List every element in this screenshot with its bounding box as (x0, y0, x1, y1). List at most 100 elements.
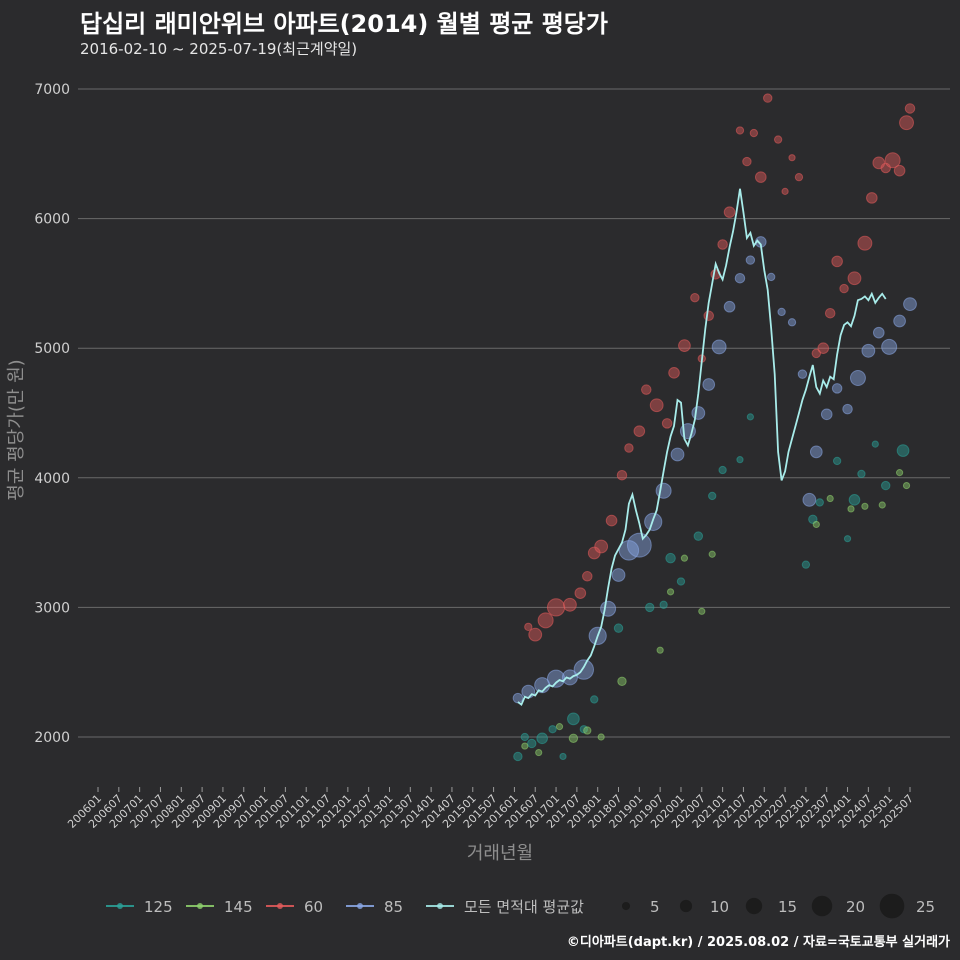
point-60 (717, 239, 728, 250)
point-85 (670, 447, 685, 462)
point-125 (871, 440, 879, 448)
point-125 (746, 413, 754, 421)
point-60 (594, 539, 609, 554)
size-legend-circle (679, 899, 693, 913)
size-legend-circle (745, 897, 763, 915)
point-125 (843, 535, 852, 543)
point-60 (749, 128, 758, 138)
point-145 (555, 723, 564, 731)
point-145 (583, 726, 592, 735)
point-125 (857, 469, 866, 479)
point-60 (899, 115, 914, 131)
point-85 (711, 339, 727, 355)
scatter-points (512, 93, 917, 762)
point-85 (787, 318, 797, 327)
legend-dot (357, 903, 363, 909)
point-125 (676, 577, 686, 586)
chart-title: 답십리 래미안위브 아파트(2014) 월별 평균 평당가 (80, 10, 608, 38)
point-85 (820, 408, 833, 421)
point-60 (668, 367, 680, 379)
point-125 (513, 751, 523, 762)
point-85 (745, 255, 756, 265)
point-60 (857, 235, 873, 251)
point-125 (896, 444, 910, 457)
point-125 (520, 732, 529, 742)
point-60 (605, 514, 618, 527)
point-145 (895, 469, 904, 477)
point-60 (524, 622, 533, 631)
point-60 (624, 443, 634, 453)
legend: 125 145 60 85 모든 면적대 평균값 5 10 15 20 25 (106, 893, 935, 919)
point-125 (659, 600, 668, 609)
point-145 (666, 588, 675, 596)
grid-lines (78, 88, 950, 738)
point-125 (718, 465, 727, 475)
point-60 (884, 152, 901, 169)
legend-dot (117, 903, 123, 909)
size-legend-circle (621, 901, 631, 911)
point-60 (824, 307, 836, 319)
point-145 (812, 520, 820, 529)
point-60 (781, 187, 789, 195)
point-85 (893, 314, 906, 328)
point-85 (831, 383, 843, 394)
point-85 (842, 403, 853, 415)
point-85 (872, 326, 885, 339)
y-tick-label: 7000 (34, 82, 70, 98)
point-125 (590, 695, 599, 704)
point-145 (878, 501, 886, 509)
x-axis-ticks: 2006012006072007012007072008012008072009… (65, 787, 916, 831)
y-tick-label: 3000 (34, 600, 70, 616)
point-85 (797, 369, 808, 379)
source-caption: ©디아파트(dapt.kr) / 2025.08.02 / 자료=국토교통부 실… (566, 935, 950, 950)
point-60 (742, 156, 752, 167)
point-60 (773, 135, 783, 144)
point-60 (817, 342, 830, 355)
chart-subtitle: 2016-02-10 ~ 2025-07-19(최근계약일) (80, 40, 358, 58)
point-60 (866, 192, 878, 204)
point-125 (708, 491, 717, 501)
legend-label: 60 (304, 898, 323, 916)
point-125 (559, 752, 567, 761)
average-line (517, 188, 887, 706)
point-85 (809, 445, 823, 459)
point-125 (665, 552, 676, 564)
point-85 (802, 492, 817, 507)
point-125 (736, 456, 744, 464)
point-60 (641, 384, 652, 395)
point-125 (693, 531, 704, 541)
average-line-group (517, 188, 887, 706)
point-60 (831, 255, 843, 268)
point-145 (861, 502, 869, 510)
point-60 (904, 103, 916, 114)
y-tick-label: 4000 (34, 471, 70, 487)
size-legend-label: 15 (778, 898, 797, 916)
point-85 (849, 370, 866, 387)
point-125 (613, 623, 624, 633)
point-145 (680, 554, 689, 562)
legend-label: 125 (144, 898, 173, 916)
point-60 (616, 469, 628, 481)
point-125 (536, 732, 548, 745)
legend-dot (197, 903, 203, 909)
y-tick-label: 6000 (34, 212, 70, 228)
legend-label: 모든 면적대 평균값 (464, 898, 584, 916)
y-tick-label: 2000 (34, 730, 70, 746)
point-85 (600, 600, 617, 617)
y-axis-ticks: 2000 3000 4000 5000 6000 7000 (34, 82, 70, 746)
size-legend-label: 20 (846, 898, 865, 916)
point-125 (527, 738, 537, 749)
size-legend-label: 5 (650, 898, 660, 916)
point-145 (656, 646, 664, 654)
point-145 (597, 733, 605, 741)
point-85 (881, 338, 898, 355)
point-85 (767, 272, 776, 282)
point-125 (645, 602, 655, 613)
legend-label: 85 (384, 898, 403, 916)
point-60 (563, 597, 577, 612)
point-85 (626, 532, 652, 558)
point-60 (754, 171, 767, 183)
point-145 (535, 748, 543, 757)
point-125 (881, 480, 891, 491)
